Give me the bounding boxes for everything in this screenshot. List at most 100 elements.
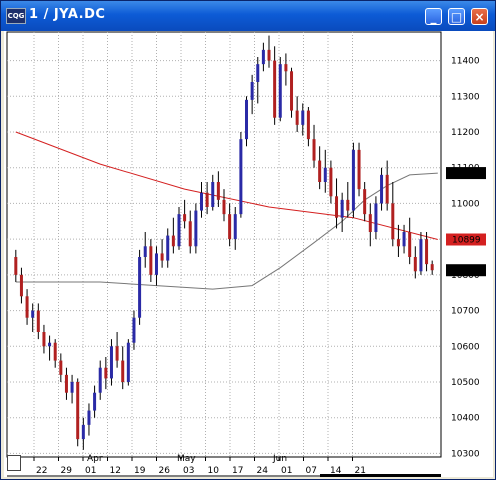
candle-body <box>121 360 125 382</box>
candle-body <box>323 167 327 182</box>
candle-body <box>351 149 355 211</box>
candle-body <box>48 342 52 347</box>
candle-body <box>273 60 277 118</box>
candle-body <box>250 82 254 100</box>
candle-body <box>25 296 29 318</box>
y-tick-label: 11300 <box>451 92 480 102</box>
candle-body <box>430 264 434 271</box>
candle-body <box>160 253 164 261</box>
month-label: Jun <box>272 454 287 464</box>
x-tick-label: 29 <box>61 466 73 476</box>
price-label-box <box>446 264 486 277</box>
x-tick-label: 17 <box>232 466 243 476</box>
window-title: 1 / JYA.DC <box>29 7 106 22</box>
plot-border <box>6 31 442 458</box>
candle-body <box>374 203 378 232</box>
chart-area[interactable]: 1030010400105001060010700108001090011000… <box>4 31 493 477</box>
y-tick-label: 10500 <box>451 378 480 388</box>
candle-body <box>138 257 142 318</box>
candle-body <box>98 367 102 393</box>
x-tick-label: 01 <box>85 466 96 476</box>
candle-body <box>413 257 417 272</box>
candle-body <box>216 182 220 200</box>
candle-body <box>380 174 384 204</box>
candle-body <box>391 203 395 240</box>
candle-body <box>245 99 249 140</box>
candle-body <box>402 232 406 247</box>
candle-body <box>64 374 68 393</box>
candle-body <box>149 246 153 275</box>
price-chart[interactable]: 1030010400105001060010700108001090011000… <box>4 31 493 477</box>
y-tick-label: 10400 <box>451 414 480 424</box>
candle-body <box>87 410 91 425</box>
title-bar[interactable]: CQG 1 / JYA.DC _ □ × <box>1 1 495 31</box>
x-tick-label: 07 <box>306 466 317 476</box>
candle-body <box>301 110 305 125</box>
candle-body <box>36 310 40 332</box>
minimize-button[interactable]: _ <box>425 8 442 25</box>
y-tick-label: 11200 <box>451 128 480 138</box>
x-tick-label: 01 <box>281 466 292 476</box>
candle-body <box>171 235 175 247</box>
candle-body <box>31 310 35 318</box>
price-label-box <box>446 167 486 180</box>
candle-body <box>239 139 243 215</box>
x-tick-label: 14 <box>330 466 342 476</box>
candle-body <box>363 189 367 215</box>
candle-body <box>335 196 339 218</box>
maximize-button[interactable]: □ <box>448 8 465 25</box>
y-tick-label: 10300 <box>451 449 480 459</box>
app-icon[interactable]: CQG <box>6 8 26 24</box>
scroll-indicator <box>320 474 441 477</box>
candle-body <box>357 149 361 190</box>
candle-body <box>233 214 237 240</box>
x-tick-label: 12 <box>110 466 121 476</box>
y-tick-label: 10600 <box>451 342 480 352</box>
price-label: 11085 <box>452 169 481 179</box>
candle-body <box>222 199 226 215</box>
candle-body <box>408 232 412 257</box>
candle-body <box>425 239 429 265</box>
candle-body <box>194 210 198 247</box>
candle-body <box>14 257 18 275</box>
candle-body <box>154 253 158 275</box>
x-tick-label: 03 <box>183 466 194 476</box>
candle-body <box>278 64 282 118</box>
candle-body <box>143 246 147 257</box>
month-label: May <box>177 454 196 464</box>
candle-body <box>177 214 181 247</box>
candle-body <box>318 160 322 182</box>
candle-body <box>306 110 310 140</box>
candle-body <box>166 235 170 261</box>
candle-body <box>183 214 187 222</box>
x-tick-label: 19 <box>134 466 146 476</box>
candle-body <box>312 139 316 161</box>
candle-body <box>19 274 23 297</box>
candle-body <box>93 392 97 411</box>
scroll-corner-box[interactable] <box>7 455 21 471</box>
candle-body <box>126 342 130 382</box>
candle-body <box>188 221 192 247</box>
candle-body <box>132 317 136 343</box>
candle-body <box>267 49 271 61</box>
candle-body <box>419 239 423 272</box>
candle-body <box>261 49 265 65</box>
candle-body <box>385 174 389 204</box>
x-tick-label: 24 <box>257 466 269 476</box>
x-tick-label: 22 <box>36 466 47 476</box>
candle-body <box>199 192 203 211</box>
candle-body <box>368 214 372 232</box>
candle-body <box>76 382 80 440</box>
close-button[interactable]: × <box>471 8 488 25</box>
month-label: Apr <box>87 454 103 464</box>
x-tick-label: 26 <box>159 466 171 476</box>
x-tick-label: 21 <box>355 466 366 476</box>
price-label-box <box>446 233 486 246</box>
candle-body <box>109 346 113 379</box>
candle-body <box>228 214 232 240</box>
candle-body <box>295 110 299 125</box>
candle-body <box>211 182 215 207</box>
candle-body <box>42 332 46 347</box>
y-tick-label: 11400 <box>451 57 480 67</box>
